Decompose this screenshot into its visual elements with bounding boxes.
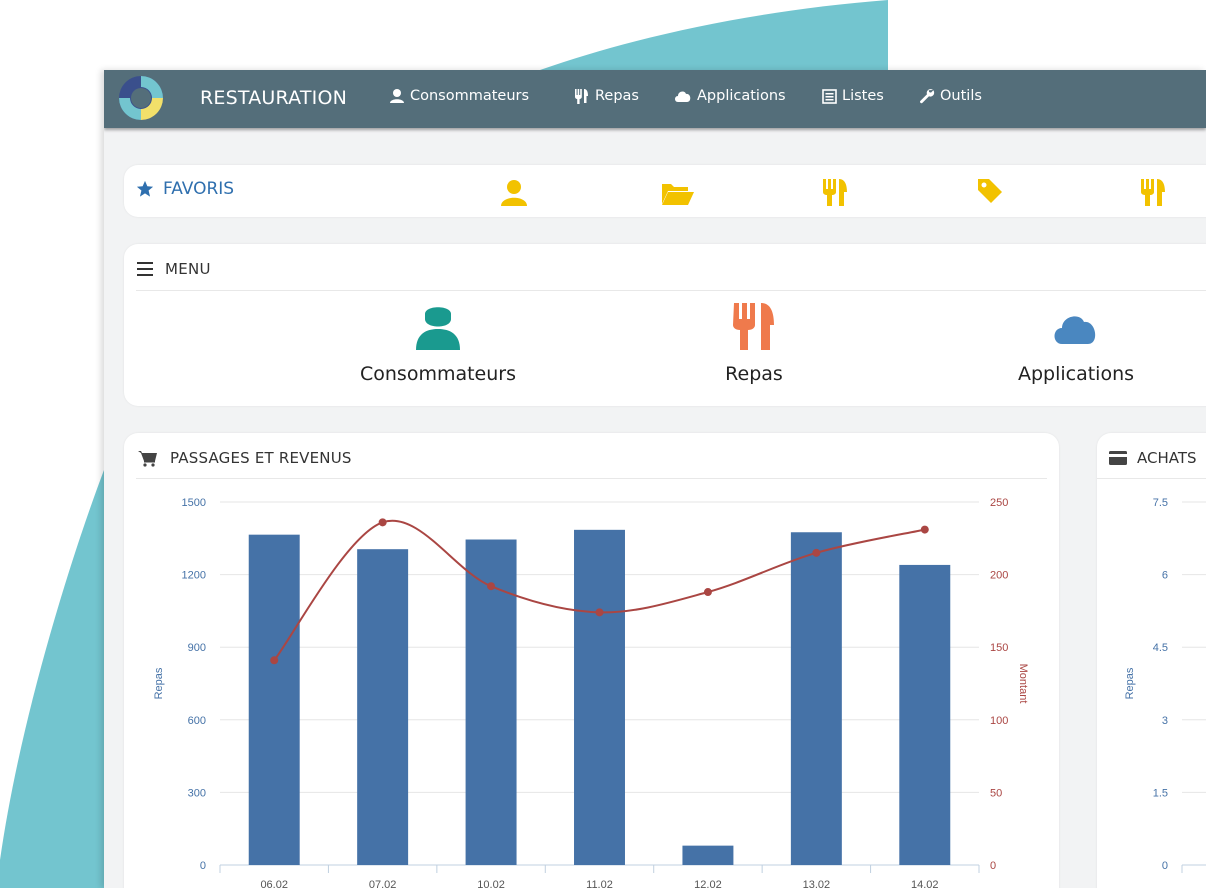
x-tick-label: 11.02 (586, 879, 613, 888)
y-axis-title: Repas (1124, 667, 1136, 699)
achats-panel: ACHATS 0 1.5 3 4.5 6 7.5 Repas (1097, 433, 1206, 888)
utensils-icon[interactable] (822, 178, 848, 206)
menu-panel: MENU Consommateurs Repas Applications (124, 244, 1206, 406)
nav-listes[interactable]: Listes (822, 88, 884, 104)
y-tick-label: 900 (188, 642, 206, 654)
point-montant (703, 588, 712, 597)
wrench-icon (919, 89, 935, 104)
x-tick-label: 07.02 (369, 879, 397, 888)
point-montant (487, 582, 496, 591)
nav-listes-label: Listes (842, 88, 884, 104)
bar-repas (899, 564, 951, 865)
nav-applications-label: Applications (697, 88, 786, 104)
star-icon (136, 180, 154, 197)
point-montant (920, 525, 929, 534)
credit-card-icon (1109, 451, 1127, 465)
menu-divider (136, 290, 1206, 291)
x-tick-label: 12.02 (694, 879, 722, 888)
chart-title: PASSAGES ET REVENUS (138, 449, 352, 467)
menu-title-label: MENU (165, 260, 211, 278)
x-tick-label: 06.02 (260, 879, 288, 888)
y-tick-label: 6 (1162, 570, 1168, 582)
y2-tick-label: 50 (990, 787, 1002, 799)
brand-title[interactable]: RESTAURATION (200, 87, 348, 109)
passages-revenus-panel: PASSAGES ET REVENUS 0 300 600 900 1200 1500 0 5… (124, 433, 1059, 888)
folder-open-icon[interactable] (661, 180, 695, 206)
menu-item-consommateurs-label: Consommateurs (359, 363, 516, 385)
menu-title: MENU (137, 260, 211, 278)
bar-repas (248, 534, 300, 865)
x-tick-label: 14.02 (911, 879, 939, 888)
achats-title: ACHATS (1109, 449, 1197, 467)
bar-repas (357, 549, 409, 865)
favorites-bar: FAVORIS (124, 165, 1206, 217)
menu-item-consommateurs[interactable]: Consommateurs (356, 302, 520, 385)
achats-chart: 0 1.5 3 4.5 6 7.5 Repas (1124, 497, 1206, 873)
y2-tick-label: 100 (990, 715, 1008, 727)
y2-tick-label: 0 (990, 860, 996, 872)
point-montant (378, 518, 387, 527)
menu-item-applications-label: Applications (1017, 363, 1135, 385)
y-tick-label: 300 (188, 787, 206, 799)
hamburger-icon (137, 262, 153, 276)
y2-tick-label: 150 (990, 642, 1008, 654)
cloud-icon (675, 91, 691, 102)
achats-title-label: ACHATS (1137, 449, 1197, 467)
y2-tick-label: 250 (990, 497, 1008, 509)
utensils-icon (575, 89, 588, 104)
nav-outils-label: Outils (940, 88, 982, 104)
nav-consommateurs-label: Consommateurs (410, 88, 530, 104)
point-montant (595, 608, 604, 617)
chart-divider (136, 478, 1047, 479)
shopping-cart-icon (138, 450, 157, 467)
bar-repas (682, 845, 734, 865)
top-navbar: RESTAURATION Consommateurs Repas Applica… (104, 70, 1206, 128)
nav-repas-label: Repas (595, 88, 639, 104)
chart-title-label: PASSAGES ET REVENUS (170, 449, 352, 467)
favorites-title-label: FAVORIS (163, 179, 235, 199)
y-tick-label: 4.5 (1153, 642, 1168, 654)
bar-repas (574, 529, 625, 865)
app-window: RESTAURATION Consommateurs Repas Applica… (104, 70, 1206, 888)
favorites-title: FAVORIS (136, 179, 234, 199)
point-montant (270, 656, 279, 665)
y-tick-label: 1.5 (1153, 787, 1168, 799)
menu-item-repas[interactable]: Repas (704, 302, 804, 385)
achats-divider (1097, 478, 1206, 479)
y-tick-label: 7.5 (1153, 497, 1168, 509)
passages-revenus-chart: 0 300 600 900 1200 1500 0 50 100 150 200 250 Repas Mo… (153, 497, 1029, 888)
x-tick-label: 13.02 (803, 879, 831, 888)
logo-icon[interactable] (116, 73, 166, 123)
y-axis-title: Repas (153, 667, 165, 699)
utensils-icon (733, 303, 774, 350)
tag-icon[interactable] (977, 178, 1003, 204)
list-icon (822, 88, 837, 104)
point-montant (812, 548, 821, 557)
y-tick-label: 600 (188, 715, 206, 727)
y2-axis-title: Montant (1017, 664, 1029, 704)
x-tick-label: 10.02 (477, 879, 505, 888)
y2-tick-label: 200 (990, 570, 1008, 582)
utensils-icon[interactable] (1140, 178, 1166, 206)
menu-item-repas-label: Repas (725, 363, 783, 385)
user-icon[interactable] (500, 178, 528, 206)
y-tick-label: 1500 (182, 497, 206, 509)
bar-repas (790, 532, 842, 865)
y-tick-label: 3 (1162, 715, 1168, 727)
nav-consommateurs[interactable]: Consommateurs (389, 88, 529, 104)
user-icon (416, 307, 460, 350)
nav-applications[interactable]: Applications (674, 88, 786, 104)
y-tick-label: 0 (200, 860, 206, 872)
nav-repas[interactable]: Repas (574, 88, 639, 104)
y-tick-label: 0 (1162, 860, 1168, 872)
menu-item-applications[interactable]: Applications (1011, 302, 1141, 385)
user-icon (390, 89, 404, 103)
y-tick-label: 1200 (182, 570, 206, 582)
nav-outils[interactable]: Outils (919, 88, 982, 104)
cloud-icon (1054, 316, 1096, 344)
